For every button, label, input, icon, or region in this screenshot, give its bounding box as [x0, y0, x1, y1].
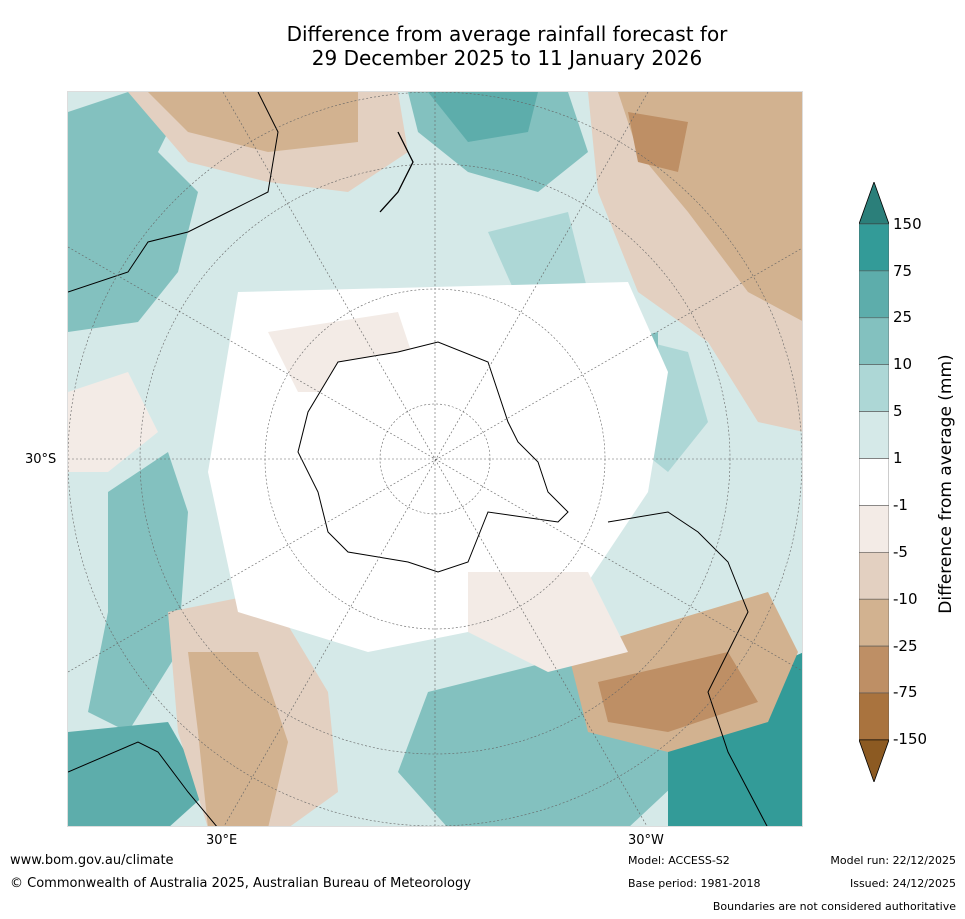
colorbar-swatch: [859, 458, 889, 506]
colorbar-tick: 1: [893, 449, 903, 467]
boundary-disclaimer: Boundaries are not considered authoritat…: [712, 900, 956, 913]
colorbar-tick: 25: [893, 308, 913, 326]
anomaly-region-wet: [68, 722, 208, 826]
new-zealand-coastline: [379, 131, 414, 213]
south-america-coastline: [607, 511, 768, 826]
colorbar-swatch: [859, 645, 889, 694]
copyright-text: © Commonwealth of Australia 2025, Austra…: [10, 876, 471, 891]
issued-date: Issued: 24/12/2025: [849, 877, 956, 890]
colorbar-tick: 10: [893, 355, 913, 373]
colorbar-swatch: [859, 598, 889, 647]
anomaly-region-light-dry: [468, 572, 628, 672]
anomaly-region-wet: [88, 452, 188, 732]
colorbar-swatch: [859, 551, 889, 600]
colorbar-tick: 150: [893, 215, 922, 233]
colorbar-tick: -25: [893, 637, 918, 655]
colorbar-tick: -10: [893, 590, 918, 608]
colorbar-tick: -75: [893, 683, 918, 701]
rainfall-anomaly-map[interactable]: [67, 91, 803, 827]
colorbar-tick: -1: [893, 496, 908, 514]
colorbar: [859, 182, 889, 782]
map-canvas: [68, 92, 802, 826]
colorbar-swatch: [859, 223, 889, 272]
colorbar-swatch: [859, 505, 889, 553]
colorbar-swatch: [859, 411, 889, 459]
chart-title: Difference from average rainfall forecas…: [67, 22, 947, 70]
colorbar-label: Difference from average (mm): [936, 354, 956, 614]
longitude-label-30w: 30°W: [628, 833, 664, 848]
anomaly-region-wet: [68, 92, 198, 332]
anomaly-region-wet: [428, 92, 538, 142]
anomaly-region-light-dry: [68, 372, 158, 472]
colorbar-tick: 75: [893, 262, 913, 280]
anomaly-region-dry: [188, 652, 288, 826]
colorbar-tick: 5: [893, 402, 903, 420]
model-name: Model: ACCESS-S2: [628, 854, 730, 867]
colorbar-swatch: [859, 364, 889, 412]
website-link[interactable]: www.bom.gov.au/climate: [10, 853, 174, 868]
base-period: Base period: 1981-2018: [628, 877, 761, 890]
title-line-1: Difference from average rainfall forecas…: [286, 22, 728, 46]
anomaly-region-dry: [628, 112, 688, 172]
latitude-label-30s: 30°S: [25, 452, 57, 467]
colorbar-extend-low: [859, 739, 889, 782]
colorbar-tick: -5: [893, 543, 908, 561]
africa-coastline: [68, 741, 217, 826]
colorbar-extend-high: [859, 182, 889, 225]
longitude-label-30e: 30°E: [206, 833, 238, 848]
colorbar-swatch: [859, 270, 889, 319]
colorbar-swatch: [859, 317, 889, 366]
colorbar-swatch: [859, 692, 889, 741]
colorbar-tick: -150: [893, 730, 928, 748]
model-run-date: Model run: 22/12/2025: [830, 854, 956, 867]
antarctica-coastline: [297, 341, 569, 573]
anomaly-region-dry: [148, 92, 358, 152]
title-line-2: 29 December 2025 to 11 January 2026: [311, 46, 703, 70]
australia-coastline: [68, 92, 279, 293]
